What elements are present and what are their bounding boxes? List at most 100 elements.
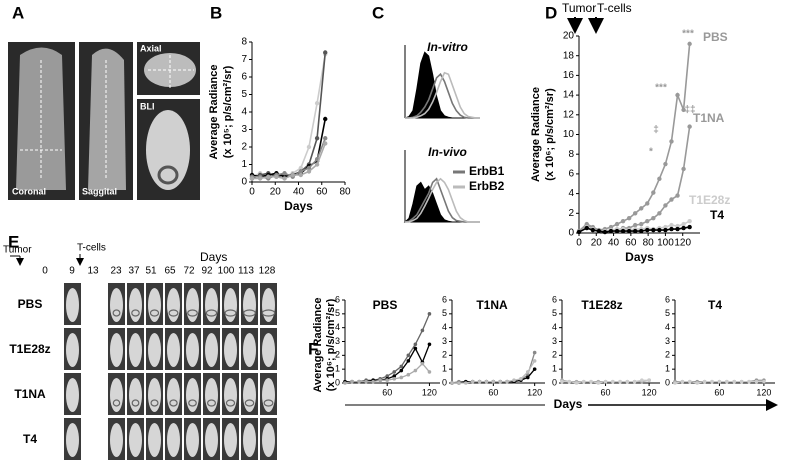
x-tick-label: 120 xyxy=(674,238,691,249)
day-label: 128 xyxy=(259,266,276,277)
y-tick-label: 5 xyxy=(335,308,340,318)
view-label: BLI xyxy=(140,101,155,111)
point xyxy=(427,370,432,374)
point xyxy=(399,364,404,369)
mouse xyxy=(148,288,161,322)
point xyxy=(681,166,686,172)
point xyxy=(702,379,707,384)
chart-title: In-vitro xyxy=(427,40,468,54)
point xyxy=(323,141,328,146)
point xyxy=(669,222,674,228)
y-tick-label: 2 xyxy=(665,350,670,360)
point xyxy=(371,379,375,384)
point xyxy=(314,101,320,106)
panel-letter: E xyxy=(8,232,19,251)
mouse xyxy=(110,423,123,457)
point xyxy=(625,379,630,384)
point xyxy=(651,216,656,221)
y-tick-label: 16 xyxy=(563,70,575,81)
point xyxy=(725,379,729,384)
point xyxy=(688,379,692,384)
y-tick-label: 6 xyxy=(335,294,340,304)
point xyxy=(290,172,295,178)
y-tick-label: 3 xyxy=(552,336,557,346)
point xyxy=(675,193,680,198)
annotation: *** xyxy=(682,29,694,40)
mouse xyxy=(243,378,256,412)
point xyxy=(614,228,620,234)
x-tick-label: 120 xyxy=(756,387,771,397)
y-tick-label: 6 xyxy=(665,294,670,304)
x-axis-label: Days xyxy=(554,397,583,411)
point xyxy=(687,224,692,230)
mouse xyxy=(243,288,256,322)
y-tick-label: 3 xyxy=(241,124,247,135)
point xyxy=(406,353,411,358)
mouse xyxy=(262,423,275,457)
point xyxy=(350,379,354,384)
point xyxy=(574,381,579,385)
point xyxy=(626,228,632,234)
panel-letter: B xyxy=(210,3,222,22)
point xyxy=(717,379,722,384)
annotation: ‡ xyxy=(653,125,659,136)
view-label: Saggital xyxy=(82,186,117,196)
point xyxy=(710,379,714,384)
point xyxy=(525,370,530,374)
mouse xyxy=(243,333,256,367)
day-label: 0 xyxy=(42,266,48,277)
panel-letter: F xyxy=(308,339,318,358)
point xyxy=(640,378,644,383)
point xyxy=(532,350,537,355)
y-axis-label: (x 10⁶; p/s/cm²/sr) xyxy=(325,298,337,391)
y-axis-label: (x 10⁶; p/s/cm²/sr) xyxy=(544,88,556,181)
panel-letter: A xyxy=(12,3,24,22)
tumor-signal xyxy=(112,309,121,317)
chart-title: T4 xyxy=(708,298,722,312)
point xyxy=(306,144,312,150)
x-tick-label: 60 xyxy=(488,387,498,397)
point xyxy=(687,218,692,224)
tumor-signal xyxy=(112,399,121,407)
series-label: T1E28z xyxy=(689,193,730,207)
point xyxy=(590,227,596,233)
annotation: ‡‡ xyxy=(684,105,695,116)
mouse xyxy=(167,423,180,457)
point xyxy=(323,136,328,141)
mouse xyxy=(186,333,199,367)
point xyxy=(282,171,287,176)
tumor-signal xyxy=(131,309,140,317)
series-label: T1NA xyxy=(693,111,725,125)
tumor-signal xyxy=(243,309,256,317)
x-tick-label: 60 xyxy=(601,387,611,397)
point xyxy=(257,176,263,181)
y-tick-label: 0 xyxy=(442,377,447,387)
point xyxy=(392,377,397,381)
x-axis-label: Days xyxy=(625,250,654,264)
point xyxy=(525,375,530,380)
y-tick-label: 5 xyxy=(665,308,670,318)
y-tick-label: 6 xyxy=(241,72,247,83)
point xyxy=(651,190,656,195)
point xyxy=(392,374,397,378)
y-tick-label: 6 xyxy=(568,169,574,180)
y-tick-label: 18 xyxy=(563,50,575,61)
mouse xyxy=(186,423,199,457)
point xyxy=(282,176,287,181)
point xyxy=(663,203,668,208)
point xyxy=(323,116,328,122)
tumor-signal xyxy=(169,399,178,407)
point xyxy=(620,228,626,234)
point xyxy=(427,342,432,347)
event-label: T-cells xyxy=(77,243,106,254)
tumor-signal xyxy=(149,309,160,317)
tumor-signal xyxy=(244,399,255,407)
tumor-signal xyxy=(261,309,276,317)
point xyxy=(406,372,411,377)
x-tick-label: 60 xyxy=(316,187,328,198)
x-tick-label: 80 xyxy=(339,187,351,198)
day-label: 9 xyxy=(69,266,75,277)
point xyxy=(632,222,638,228)
mouse xyxy=(110,378,123,412)
point xyxy=(512,378,516,383)
